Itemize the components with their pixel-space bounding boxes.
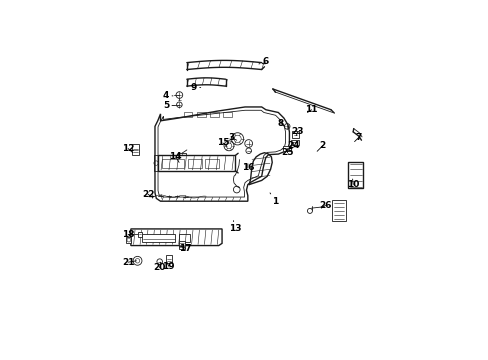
Text: 23: 23: [291, 127, 304, 136]
Text: 24: 24: [286, 141, 299, 150]
Bar: [332, 201, 345, 221]
Text: 1: 1: [269, 193, 278, 206]
Bar: [223, 112, 231, 117]
Text: 13: 13: [229, 221, 241, 233]
Bar: [162, 159, 183, 168]
Bar: [183, 112, 192, 117]
Text: 14: 14: [169, 152, 182, 162]
Bar: [178, 240, 184, 249]
Polygon shape: [131, 229, 222, 246]
Text: 21: 21: [122, 258, 136, 267]
Bar: [197, 112, 205, 117]
Text: 3: 3: [227, 133, 236, 142]
Bar: [210, 112, 218, 117]
Bar: [126, 237, 131, 243]
Bar: [142, 234, 175, 242]
Bar: [166, 255, 171, 263]
Bar: [291, 131, 299, 138]
Text: 4: 4: [163, 91, 173, 100]
Text: 18: 18: [122, 230, 134, 239]
Bar: [283, 146, 290, 151]
Text: 10: 10: [346, 179, 359, 189]
Polygon shape: [158, 156, 235, 171]
Text: 17: 17: [179, 244, 191, 253]
Text: 11: 11: [305, 105, 317, 114]
Text: 6: 6: [259, 57, 268, 66]
Text: 15: 15: [216, 139, 229, 148]
Text: 2: 2: [317, 141, 325, 151]
Text: 12: 12: [122, 144, 134, 153]
Text: 20: 20: [153, 262, 165, 272]
Text: 22: 22: [142, 190, 154, 199]
Text: 7: 7: [354, 133, 361, 142]
Text: 19: 19: [162, 262, 175, 271]
Bar: [177, 153, 185, 164]
Bar: [188, 159, 202, 168]
Text: 26: 26: [319, 201, 331, 210]
Text: 16: 16: [241, 163, 254, 172]
Bar: [290, 140, 298, 145]
Bar: [138, 232, 142, 237]
Bar: [204, 159, 218, 168]
Bar: [132, 144, 138, 155]
Text: 8: 8: [277, 119, 285, 128]
Text: 9: 9: [190, 83, 200, 92]
Text: 25: 25: [281, 148, 293, 157]
Bar: [179, 234, 190, 242]
Text: 5: 5: [163, 101, 174, 110]
Polygon shape: [155, 107, 289, 201]
Bar: [347, 162, 363, 188]
